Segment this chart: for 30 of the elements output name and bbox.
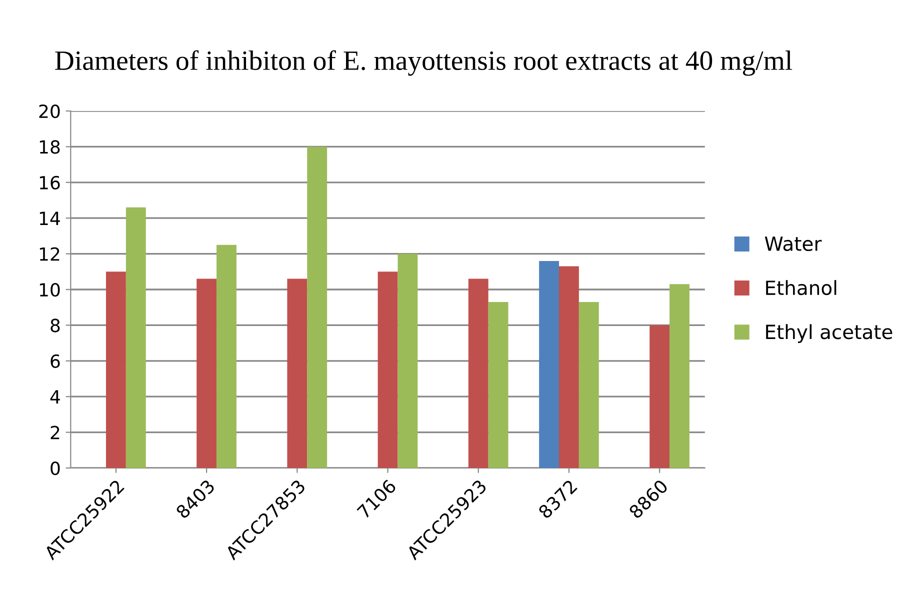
y-tick-label: 2 — [50, 426, 60, 440]
bar — [378, 272, 398, 468]
y-tick-label: 6 — [50, 354, 60, 368]
bar — [106, 272, 126, 468]
y-tick-label: 12 — [40, 247, 60, 261]
chart-title: Diameters of inhibiton of E. mayottensis root extracts at 40 mg/ml — [55, 50, 792, 76]
y-tick-label: 16 — [40, 176, 60, 190]
bar — [650, 325, 670, 468]
bar — [216, 244, 236, 468]
bar — [578, 302, 599, 468]
bar — [468, 278, 488, 468]
bar — [287, 278, 308, 468]
bar — [307, 146, 328, 468]
y-tick-label: 4 — [50, 390, 60, 404]
y-tick-label: 14 — [40, 212, 60, 225]
bar — [398, 254, 418, 468]
bar — [488, 302, 508, 468]
bar — [126, 207, 146, 468]
bar — [196, 278, 217, 468]
bar — [539, 260, 559, 468]
y-tick-label: 20 — [39, 104, 60, 118]
y-tick-label: 8 — [50, 318, 60, 332]
y-tick-label: 10 — [40, 282, 60, 297]
legend-label: Ethanol — [766, 280, 836, 296]
legend-label: Water — [764, 236, 822, 252]
legend-label: Ethyl acetate — [766, 324, 892, 344]
y-tick-label: 18 — [40, 140, 60, 154]
y-tick-label: 0 — [50, 461, 60, 476]
bar — [670, 284, 690, 468]
bar — [559, 266, 579, 468]
